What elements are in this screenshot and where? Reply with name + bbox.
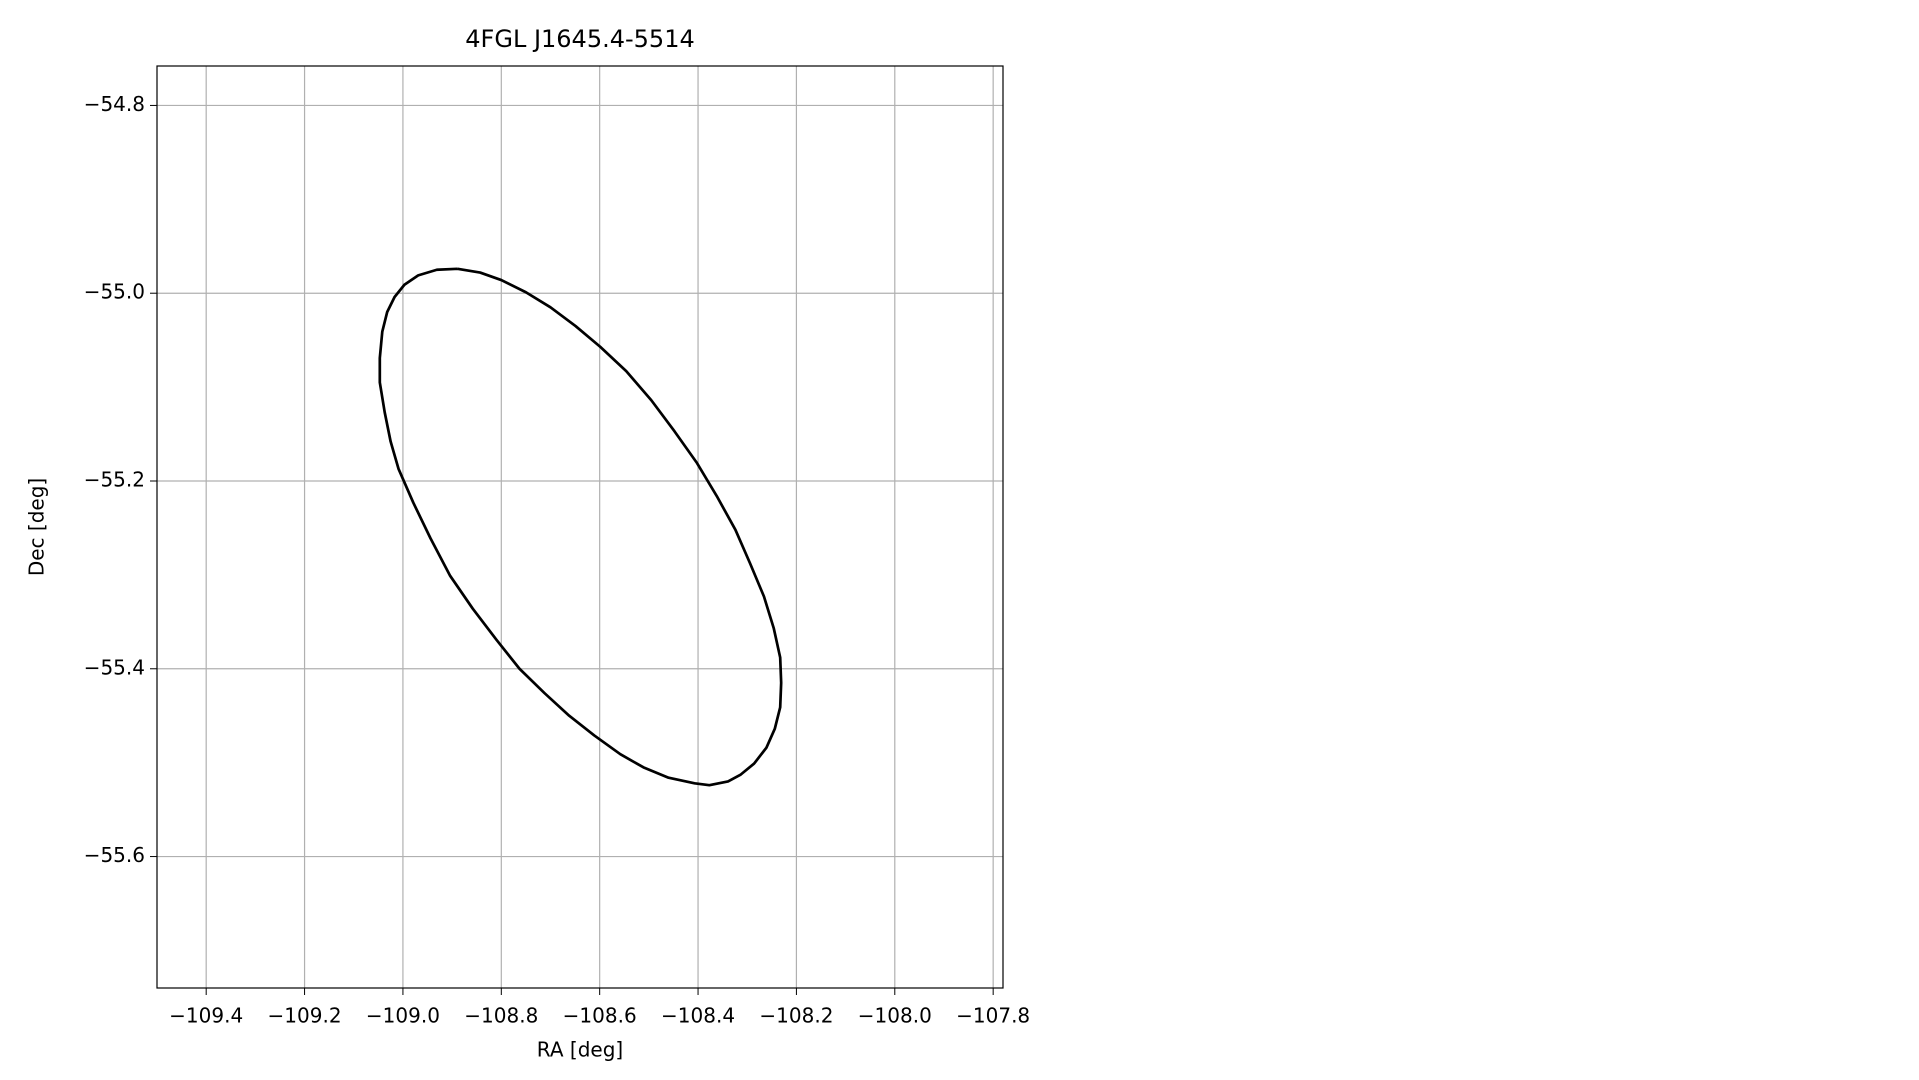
y-tick-label: −55.0 <box>84 280 145 304</box>
x-tick-label: −109.4 <box>169 1004 243 1028</box>
x-axis-label: RA [deg] <box>537 1038 623 1062</box>
x-tick-label: −108.4 <box>661 1004 735 1028</box>
x-tick-label: −108.0 <box>858 1004 932 1028</box>
x-tick-label: −109.0 <box>366 1004 440 1028</box>
x-tick-label: −108.6 <box>563 1004 637 1028</box>
chart-title: 4FGL J1645.4-5514 <box>465 25 694 53</box>
x-tick-label: −108.8 <box>464 1004 538 1028</box>
y-axis-label: Dec [deg] <box>25 478 49 576</box>
x-tick-label: −107.8 <box>956 1004 1030 1028</box>
plot-frame <box>156 65 1004 989</box>
y-tick-label: −55.4 <box>84 655 145 679</box>
y-tick-label: −54.8 <box>84 92 145 116</box>
y-tick-label: −55.2 <box>84 467 145 491</box>
x-tick-label: −108.2 <box>759 1004 833 1028</box>
y-tick-label: −55.6 <box>84 843 145 867</box>
series-line <box>378 267 783 787</box>
x-tick-label: −109.2 <box>268 1004 342 1028</box>
